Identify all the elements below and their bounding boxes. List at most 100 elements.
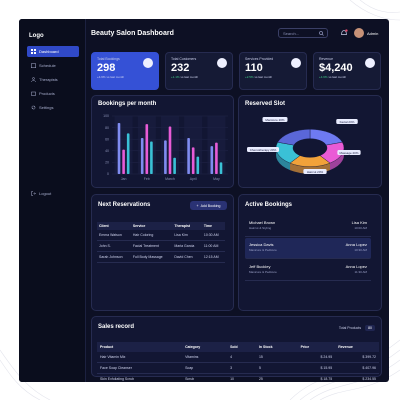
table-row[interactable]: Skin Exfoliating Scrub Scrub 10 25 $ 18.… (97, 373, 379, 382)
users-icon (217, 58, 227, 68)
stat-value: 232 (171, 62, 190, 74)
cell-stock: 25 (255, 373, 298, 382)
table-row[interactable]: Sarah Johnson Full Body Massage David Ch… (97, 251, 225, 263)
stat-change: +4.6% vs last month (97, 75, 125, 79)
x-tick-label: Jan (121, 177, 127, 181)
donut-slice[interactable] (277, 129, 311, 146)
cell-product: Face Soap Cleanser (97, 362, 183, 374)
bar[interactable] (173, 157, 176, 174)
logo: Logo (29, 33, 44, 39)
bell-icon[interactable] (340, 29, 348, 37)
sales-title: Sales record (98, 324, 135, 330)
table-row[interactable]: John S. Facial Treatment Maria Garcia 11… (97, 240, 225, 252)
stat-card-revenue: Revenue $4,240 +4.6% vs last month (313, 52, 381, 90)
bar[interactable] (126, 133, 130, 174)
cell-time: 10:30 AM (201, 230, 225, 241)
search-input[interactable]: Search... (278, 28, 328, 38)
sidebar-item-products[interactable]: Products (27, 88, 79, 99)
donut-label-text: Massage 20% (339, 151, 358, 155)
donut-label-text: Chemotherapy 20% (250, 148, 277, 152)
donut-label-text: Haircut 20% (307, 170, 324, 174)
stat-card-customers: Total Customers 232 +1.1% vs last month (165, 52, 233, 90)
dollar-icon (365, 58, 375, 68)
cell-revenue: $ 407.96 (335, 362, 379, 374)
bar[interactable] (168, 126, 172, 174)
cell-stock: 15 (255, 352, 298, 363)
cell-time: 12:15 AM (201, 251, 225, 263)
sidebar-item-schedule[interactable]: Schedule (27, 60, 79, 71)
x-tick-label: April (190, 177, 197, 181)
page-title: Beauty Salon Dashboard (91, 30, 174, 37)
cell-revenue: $ 234.55 (335, 373, 379, 382)
bar[interactable] (219, 162, 223, 174)
bar[interactable] (122, 149, 125, 174)
cell-client: John S. (97, 240, 131, 252)
cell-sold: 3 (227, 362, 256, 374)
cell-client: Sarah Johnson (97, 251, 131, 263)
bar[interactable] (196, 156, 200, 174)
table-row[interactable]: Hair Vitamin Mix Vitamins 4 15 $ 24.95 $… (97, 352, 379, 363)
avatar[interactable] (354, 28, 364, 38)
grid-icon (31, 49, 36, 54)
table-row[interactable]: Face Soap Cleanser Soap 3 5 $ 15.95 $ 40… (97, 362, 379, 374)
stat-label: Total Bookings (97, 57, 120, 61)
booking-time: 10:00 AM (354, 226, 367, 230)
y-tick-label: 40 (105, 149, 109, 153)
donut-slice[interactable] (309, 129, 343, 146)
cell-category: Scrub (182, 373, 228, 382)
sidebar-item-dashboard[interactable]: Dashboard (27, 46, 79, 57)
cell-category: Vitamins (182, 352, 228, 363)
stat-change: +1.1% vs last month (171, 75, 199, 79)
bar[interactable] (140, 138, 144, 174)
donut-label-text: Manicure 20% (265, 118, 285, 122)
cell-service: Full Body Massage (130, 251, 173, 263)
box-icon (31, 91, 36, 96)
active-bookings-panel: Active Bookings Michael Brown Haircut & … (238, 194, 382, 311)
total-products-label: Total Products (338, 326, 362, 330)
donut-slice-side (276, 142, 291, 171)
logout-label: Logout (39, 191, 52, 196)
bar[interactable] (117, 122, 121, 174)
search-placeholder: Search... (283, 30, 300, 36)
booking-name: Michael Brown (249, 220, 276, 225)
donut-label-bg (262, 117, 288, 122)
y-tick-label: 20 (105, 161, 109, 165)
bar[interactable] (210, 146, 214, 174)
cell-stock: 5 (255, 362, 298, 374)
reservations-table: Client Service Therapist Time Emma Watso… (97, 222, 225, 263)
chart-title: Bookings per month (98, 101, 157, 107)
gear-icon (31, 105, 36, 110)
booking-item[interactable]: Jeff Buckley Manicure & Pedicure Anna Lo… (245, 260, 371, 281)
booking-service: Manicure & Pedicure (249, 270, 277, 274)
sales-record-panel: Sales record Total Products 80 Product C… (91, 316, 382, 382)
bar[interactable] (187, 138, 190, 174)
search-icon (319, 30, 324, 36)
sidebar: Logo Dashboard Schedule Therapists Produ… (19, 19, 86, 382)
bar[interactable] (191, 147, 195, 174)
bar[interactable] (150, 141, 153, 174)
stat-value: 110 (245, 62, 263, 74)
cell-price: $ 15.95 (297, 362, 336, 374)
booking-item[interactable]: Michael Brown Haircut & Styling Lisa Kim… (245, 216, 371, 237)
sidebar-item-settings[interactable]: Settings (27, 102, 79, 113)
bookings-chart-panel: Bookings per month 100 80 60 40 20 0 Jan Feb Mar… (91, 95, 234, 188)
column-header: Client (97, 222, 131, 230)
booking-item[interactable]: Jessica Davis Manicure & Pedicure Anna L… (245, 238, 371, 259)
donut-label: Manicure 20% (262, 117, 288, 122)
x-tick-label: Feb (144, 177, 150, 181)
reservations-title: Next Reservations (98, 202, 151, 208)
sidebar-item-therapists[interactable]: Therapists (27, 74, 79, 85)
y-tick-label: 80 (105, 126, 109, 130)
stat-value: 298 (97, 62, 116, 74)
column-header: Price (297, 342, 336, 352)
logout-button[interactable]: Logout (27, 188, 79, 199)
stat-change: +4.6% vs last month (319, 75, 347, 79)
booking-time: 10:30 AM (354, 248, 367, 252)
donut-slice-side (329, 142, 344, 171)
bar[interactable] (145, 124, 149, 174)
add-booking-button[interactable]: + Add Booking (190, 201, 227, 210)
table-row[interactable]: Emma Watson Hair Coloring Lisa Kim 10:30… (97, 230, 225, 241)
bar[interactable] (164, 140, 167, 174)
bar[interactable] (215, 142, 218, 174)
stat-card-bookings: Total Bookings 298 +4.6% vs last month (91, 52, 159, 90)
